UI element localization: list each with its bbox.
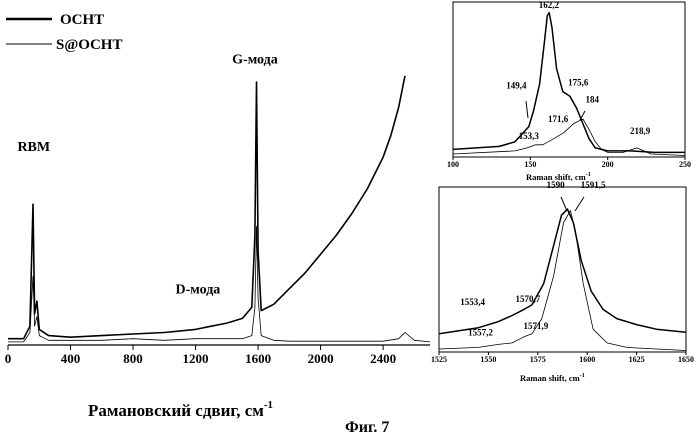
inset-bottom-x-axis-label: Raman shift, cm-1 [520, 373, 585, 383]
inset_top-tick-label: 200 [602, 160, 614, 169]
inset_bottom-annotation: 1553,4 [460, 297, 485, 307]
inset_top-series-ocht [452, 11, 685, 154]
inset_top-tick-label: 150 [524, 160, 536, 169]
inset_top-series-s-ocht [452, 118, 686, 156]
inset_bottom-annotation: 1570,7 [516, 294, 541, 304]
main-x-ticks: 0 400 800 1200 1600 2000 2400 [5, 345, 396, 366]
inset-bottom-frame [438, 186, 687, 353]
inset-top-x-ticks: 100 150 200 250 [447, 157, 691, 169]
main-annotation: D-мода [175, 282, 220, 297]
inset-top-series-group [452, 11, 686, 156]
legend: OCHT S@OCHT [6, 12, 122, 53]
main-series-group [8, 75, 431, 343]
inset-top-arrow-149 [525, 100, 529, 119]
inset_top-annotation: 162,2 [539, 0, 560, 10]
inset-top-arrow-184 [579, 110, 586, 121]
main-annotations: RBM G-мода D-мода [17, 52, 277, 297]
legend-label-socht: S@OCHT [56, 37, 122, 53]
inset-bottom-series-group [438, 208, 687, 351]
inset_top-annotation: 171,6 [548, 114, 569, 124]
inset_bottom-annotation: 1571,9 [523, 321, 548, 331]
main-tick-label: 1200 [183, 351, 209, 366]
inset_top-annotation: 153,3 [519, 131, 540, 141]
inset_bottom-annotation: 1557,2 [468, 327, 493, 337]
inset_top-annotation: 149,4 [506, 81, 527, 91]
inset_top-annotation: 218,9 [630, 126, 651, 136]
inset_bottom-series-s-ocht [438, 210, 687, 351]
main-x-axis-label: Рамановский сдвиг, см-1 [88, 399, 273, 420]
main-tick-label: 800 [123, 351, 143, 366]
main-chart: 0 400 800 1200 1600 2000 2400 RBMG-модаD-мода … [5, 52, 431, 420]
inset-bottom-annotations: 1590 1591,5 1553,4 1570,7 1557,2 1571,9 [460, 180, 606, 337]
main-tick-label: 1600 [245, 351, 271, 366]
main-annotation: RBM [17, 140, 50, 155]
inset_bottom-tick-label: 1575 [530, 355, 546, 364]
inset_bottom-tick-label: 1600 [579, 355, 595, 364]
main-series-ocht [8, 75, 406, 340]
inset-bottom-chart: 1525 1550 1575 1600 1625 1650 1590 1591,5 1553,… [431, 180, 694, 383]
inset_bottom-tick-label: 1625 [629, 355, 645, 364]
inset-top-chart: 100 150 200 250 162,2 175,6 149,4 184 171,6 153,… [447, 0, 691, 182]
inset_bottom-tick-label: 1650 [678, 355, 694, 364]
legend-label-ocht: OCHT [60, 12, 104, 28]
figure-caption: Фиг. 7 [345, 419, 389, 436]
inset_bottom-annotation: 1590 [547, 180, 566, 190]
inset-bottom-x-ticks: 1525 1550 1575 1600 1625 1650 [431, 352, 694, 364]
inset_top-annotation: 175,6 [568, 78, 589, 88]
inset_top-tick-label: 250 [679, 160, 691, 169]
inset_bottom-tick-label: 1525 [431, 355, 447, 364]
main-tick-label: 400 [61, 351, 81, 366]
inset_bottom-annotation: 1591,5 [581, 180, 606, 190]
inset-top-annotations: 162,2 175,6 149,4 184 171,6 153,3 218,9 [506, 0, 650, 141]
main-series-s-ocht [8, 225, 431, 343]
inset_top-tick-label: 100 [447, 160, 459, 169]
inset-top-frame [452, 1, 686, 158]
main-tick-label: 2400 [370, 351, 396, 366]
main-tick-label: 2000 [308, 351, 334, 366]
inset_bottom-tick-label: 1550 [480, 355, 496, 364]
inset_bottom-series-ocht [438, 208, 687, 335]
inset-bottom-arrow-1590 [560, 196, 568, 212]
main-tick-label: 0 [5, 351, 12, 366]
main-annotation: G-мода [232, 52, 278, 67]
inset-bottom-arrow-1591 [574, 196, 585, 212]
inset_top-annotation: 184 [585, 94, 599, 104]
inset-top-x-axis-label: Raman shift, cm-1 [526, 172, 591, 182]
